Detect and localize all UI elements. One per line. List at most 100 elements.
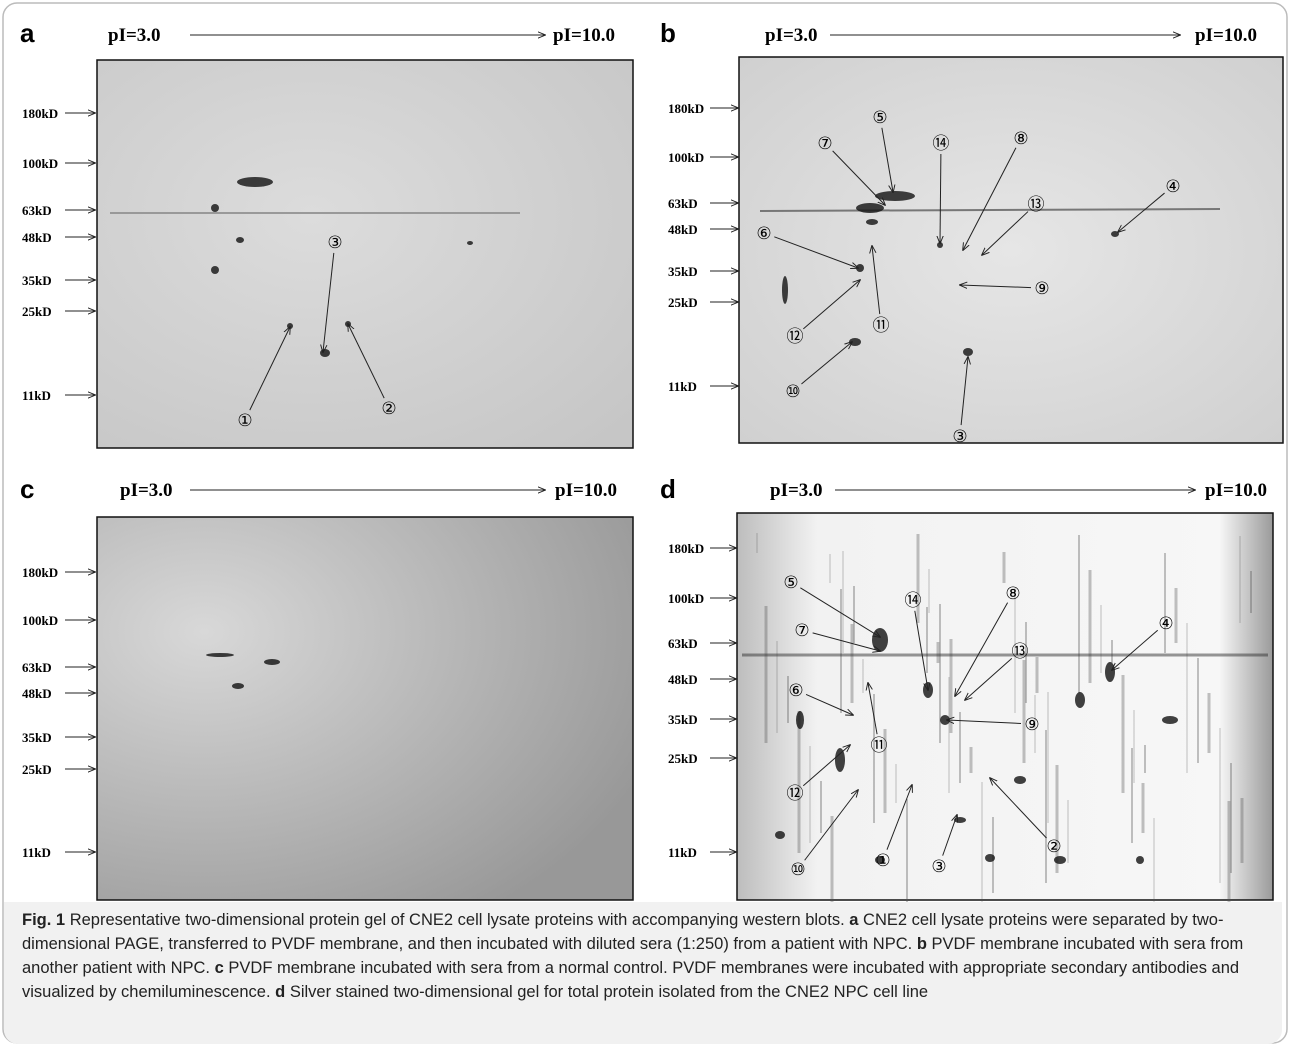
mw-marker: 35kD (668, 712, 698, 727)
gel-spot (232, 683, 244, 689)
pi-end: pI=10.0 (555, 480, 617, 501)
gel-spot (1111, 231, 1119, 237)
gel-image (738, 56, 1284, 444)
spot-label: ⑬ (1012, 642, 1029, 662)
gel-spot (236, 237, 244, 243)
caption-key: d (275, 983, 286, 1001)
gel-spot (775, 831, 785, 839)
spot-label: ⑩ (785, 382, 800, 402)
pi-start: pI=3.0 (765, 25, 818, 46)
caption-key: b (916, 935, 927, 953)
caption-text: Silver stained two-dimensional gel for t… (289, 983, 929, 1001)
spot-label: ⑭ (933, 134, 950, 154)
panel: d pI=3.0 pI=10.0 180kD 100kD 63kD 48kD 35kD 25kD… (660, 474, 1274, 963)
spot-arrow (803, 280, 860, 330)
panel-label: c (20, 474, 34, 504)
spot-label: ⑫ (787, 327, 804, 347)
spot-arrow (881, 127, 893, 192)
spot-label: ⑨ (1024, 715, 1039, 735)
gel-spot (211, 204, 219, 212)
mw-marker: 25kD (668, 751, 698, 766)
gel-band (759, 208, 1221, 212)
spot-arrow (802, 745, 850, 787)
gel-spot (211, 266, 219, 274)
spot-label: ① (237, 411, 252, 431)
gel-spot (264, 659, 280, 665)
spot-arrow (960, 285, 1032, 288)
gel-spot (206, 653, 234, 657)
gel-spot (1105, 662, 1115, 682)
spot-label: ⑤ (872, 108, 887, 128)
spot-arrow (804, 790, 858, 861)
spot-arrow (990, 778, 1047, 839)
mw-marker: 11kD (22, 388, 51, 403)
mw-marker: 35kD (668, 264, 698, 279)
mw-marker: 63kD (22, 203, 52, 218)
spot-label: ⑬ (1028, 195, 1045, 215)
panel: b pI=3.0 pI=10.0 180kD 100kD 63kD 48kD 35kD 25kD… (660, 18, 1284, 447)
gel-spot (1075, 692, 1085, 708)
caption-text: PVDF membrane incubated with sera from a… (22, 935, 1244, 977)
spot-arrow (805, 693, 853, 715)
caption: Fig. 1 Representative two-dimensional pr… (4, 902, 1282, 1044)
spot-arrow (982, 211, 1029, 255)
spot-arrow (868, 683, 878, 735)
caption-text: Representative two-dimensional protein g… (69, 911, 845, 929)
spot-arrow (960, 357, 968, 426)
gel-image (96, 516, 634, 901)
panel-label: d (660, 474, 676, 504)
spot-label: ④ (1158, 614, 1173, 634)
spot-arrow (940, 153, 941, 243)
spot-arrow (249, 327, 290, 411)
mw-marker: 63kD (668, 196, 698, 211)
mw-marker: 100kD (668, 150, 704, 165)
gel-spot (866, 219, 878, 225)
mw-marker: 180kD (668, 541, 704, 556)
spot-label: ⑨ (1034, 279, 1049, 299)
spot-arrow (942, 815, 957, 856)
spot-arrow (774, 236, 858, 268)
mw-marker: 100kD (22, 613, 58, 628)
spot-label: ⑫ (787, 784, 804, 804)
caption-key: a (849, 911, 859, 929)
spot-arrow (914, 610, 928, 690)
spot-label: ② (381, 399, 396, 419)
mw-marker: 63kD (668, 636, 698, 651)
spot-arrow (872, 246, 881, 315)
gel-spot (1136, 856, 1144, 864)
spot-label: ③ (931, 857, 946, 877)
gel-spot (467, 241, 473, 245)
spot-arrow (1112, 629, 1159, 670)
gel-spot (237, 177, 273, 187)
caption-key: Fig. 1 (22, 911, 66, 929)
spot-label: ⑪ (873, 316, 890, 336)
gel-spot (856, 203, 884, 213)
gel-spot (782, 276, 788, 304)
pi-end: pI=10.0 (1205, 480, 1267, 501)
gel-image (96, 59, 634, 449)
spot-label: ⑩ (790, 860, 805, 880)
spot-label: ⑥ (788, 681, 803, 701)
pi-start: pI=3.0 (770, 480, 823, 501)
caption-text: CNE2 cell lysate proteins were separated… (22, 911, 1224, 953)
spot-arrow (886, 785, 912, 850)
spot-label: ② (1046, 837, 1061, 857)
spot-label: ④ (1165, 177, 1180, 197)
pi-start: pI=3.0 (108, 25, 161, 46)
caption-text: PVDF membrane incubated with sera from a… (22, 959, 1240, 1001)
spot-label: ① (875, 851, 890, 871)
spot-label: ⑥ (756, 224, 771, 244)
spot-label: ③ (327, 233, 342, 253)
spot-arrow (323, 252, 335, 352)
mw-marker: 25kD (22, 762, 52, 777)
mw-marker: 63kD (22, 660, 52, 675)
mw-marker: 180kD (22, 565, 58, 580)
spot-arrow (965, 657, 1013, 700)
spot-label: ⑤ (783, 573, 798, 593)
spot-arrow (348, 324, 385, 399)
spot-arrow (801, 342, 852, 385)
mw-marker: 48kD (668, 222, 698, 237)
pi-start: pI=3.0 (120, 480, 173, 501)
gel-spot (875, 191, 915, 201)
